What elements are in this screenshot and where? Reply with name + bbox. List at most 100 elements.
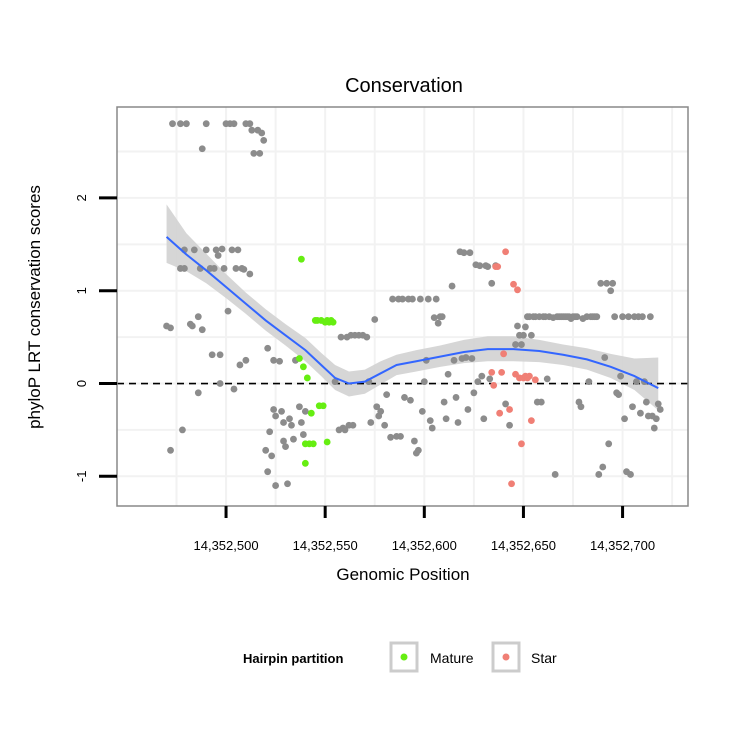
point-other <box>220 265 228 272</box>
point-other <box>430 314 438 322</box>
point-mature <box>323 438 331 446</box>
point-other <box>288 421 295 429</box>
point-other <box>169 120 176 128</box>
point-other <box>177 120 184 128</box>
point-other <box>601 354 609 361</box>
point-other <box>633 378 640 386</box>
point-star <box>490 381 498 389</box>
point-other <box>520 331 527 339</box>
point-other <box>638 313 646 321</box>
point-other <box>260 137 268 144</box>
smooth-confidence-band <box>166 204 659 411</box>
point-other <box>527 331 535 339</box>
point-other <box>264 344 272 352</box>
point-other <box>377 407 385 415</box>
point-other <box>397 433 404 440</box>
point-other <box>595 471 603 478</box>
x-tick-label: 14,352,500 <box>194 538 259 553</box>
data-points <box>163 120 664 489</box>
point-other <box>642 398 650 406</box>
point-other <box>190 246 198 254</box>
point-other <box>407 396 414 404</box>
point-other <box>442 415 450 423</box>
point-mature <box>296 355 303 362</box>
point-other <box>246 270 254 278</box>
point-other <box>280 437 287 445</box>
point-mature <box>307 409 315 417</box>
point-other <box>268 452 276 460</box>
x-axis-label: Genomic Position <box>336 565 469 584</box>
point-other <box>619 313 626 321</box>
point-other <box>399 295 406 303</box>
point-other <box>290 435 297 443</box>
point-other <box>278 407 285 415</box>
point-other <box>452 394 460 401</box>
point-other <box>371 316 379 323</box>
x-tick-label: 14,352,550 <box>293 538 358 553</box>
legend: Hairpin partition Mature Star <box>243 641 557 673</box>
point-other <box>605 440 613 448</box>
point-other <box>621 415 628 423</box>
point-other <box>488 279 496 287</box>
point-star <box>496 409 504 417</box>
point-other <box>543 375 551 383</box>
point-other <box>248 126 256 134</box>
point-star <box>531 376 539 384</box>
point-other <box>202 246 210 254</box>
point-other <box>179 426 186 434</box>
plot-frame <box>116 106 689 507</box>
point-other <box>242 356 250 364</box>
point-other <box>401 394 408 401</box>
point-other <box>262 446 270 454</box>
point-other <box>202 120 210 128</box>
point-other <box>428 424 436 432</box>
confidence-band-area <box>166 204 659 411</box>
point-other <box>597 279 605 287</box>
point-other <box>198 326 206 334</box>
point-other <box>611 313 619 321</box>
x-tick-label: 14,352,700 <box>590 538 655 553</box>
point-other <box>460 249 468 257</box>
point-star <box>498 368 506 376</box>
point-other <box>341 426 349 434</box>
point-other <box>246 120 254 128</box>
point-other <box>194 313 202 321</box>
point-other <box>258 129 266 137</box>
point-other <box>236 361 244 369</box>
point-other <box>448 282 456 290</box>
y-tick-label: 2 <box>74 194 89 201</box>
series-star <box>488 248 539 488</box>
point-other <box>212 246 220 254</box>
point-other <box>462 354 470 361</box>
point-other <box>216 351 224 359</box>
point-other <box>615 391 623 399</box>
point-other <box>476 262 484 270</box>
point-other <box>464 406 472 413</box>
point-other <box>512 341 519 348</box>
point-mature <box>297 255 305 263</box>
point-other <box>363 333 371 341</box>
point-other <box>367 419 375 426</box>
chart-title: Conservation <box>345 75 463 97</box>
point-other <box>381 421 389 429</box>
point-star <box>508 480 515 488</box>
point-other <box>228 246 236 254</box>
point-other <box>466 249 474 257</box>
point-other <box>230 120 238 128</box>
point-other <box>349 421 357 429</box>
point-other <box>537 398 545 406</box>
point-other <box>629 403 636 411</box>
point-other <box>410 437 418 445</box>
point-other <box>593 313 601 321</box>
point-star <box>506 406 513 413</box>
point-other <box>551 471 559 478</box>
point-star <box>494 263 502 270</box>
point-other <box>167 446 174 454</box>
point-other <box>424 295 432 303</box>
point-other <box>389 295 396 303</box>
y-tick-label: 0 <box>74 380 89 387</box>
point-other <box>210 265 218 272</box>
point-other <box>218 245 226 253</box>
x-tick-label: 14,352,600 <box>392 538 457 553</box>
point-other <box>637 409 644 417</box>
